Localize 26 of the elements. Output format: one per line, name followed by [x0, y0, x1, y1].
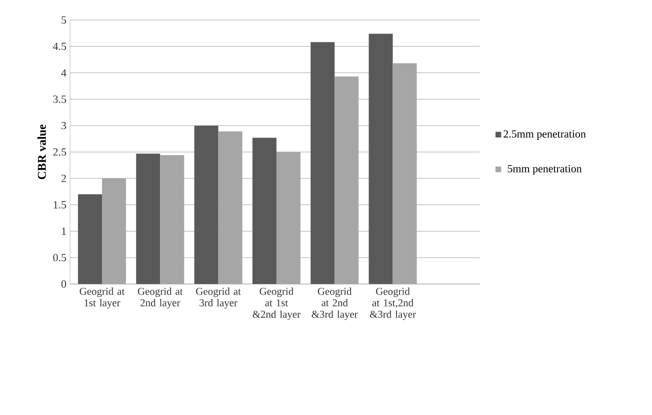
- y-axis-title: CBR value: [38, 124, 46, 180]
- bar: [194, 126, 218, 284]
- bar: [252, 138, 276, 284]
- legend-label: 5mm penetration: [508, 165, 582, 175]
- x-tick-label: Geogrid at 2nd layer: [138, 288, 183, 308]
- x-tick-label: Geogrid at 1st,2nd &3rd layer: [370, 288, 416, 320]
- bar: [136, 154, 160, 284]
- y-tick-label: 0: [61, 280, 66, 288]
- bar: [78, 194, 102, 284]
- y-tick-label: 1.5: [54, 201, 66, 208]
- bar: [310, 42, 335, 284]
- y-tick-label: 3.5: [53, 96, 66, 103]
- y-tick-label: 0.5: [53, 254, 66, 262]
- x-tick-label: Geogrid at 2nd &3rd layer: [312, 288, 358, 320]
- x-tick-label: Geogrid at 1st &2nd layer: [252, 288, 300, 320]
- x-tick-label: Geogrid at 3rd layer: [196, 288, 241, 308]
- y-tick-label: 4: [61, 69, 66, 76]
- legend-label: 2.5mm penetration: [504, 130, 586, 140]
- bar: [368, 34, 393, 284]
- x-tick-label: Geogrid at 1st layer: [80, 288, 125, 308]
- y-tick-label: 5: [62, 16, 66, 24]
- y-tick-label: 1: [62, 228, 66, 235]
- y-tick-label: 2.5: [53, 148, 66, 156]
- y-tick-label: 2: [61, 174, 66, 182]
- y-tick-label: 3: [62, 122, 66, 130]
- y-tick-label: 4.5: [53, 42, 66, 50]
